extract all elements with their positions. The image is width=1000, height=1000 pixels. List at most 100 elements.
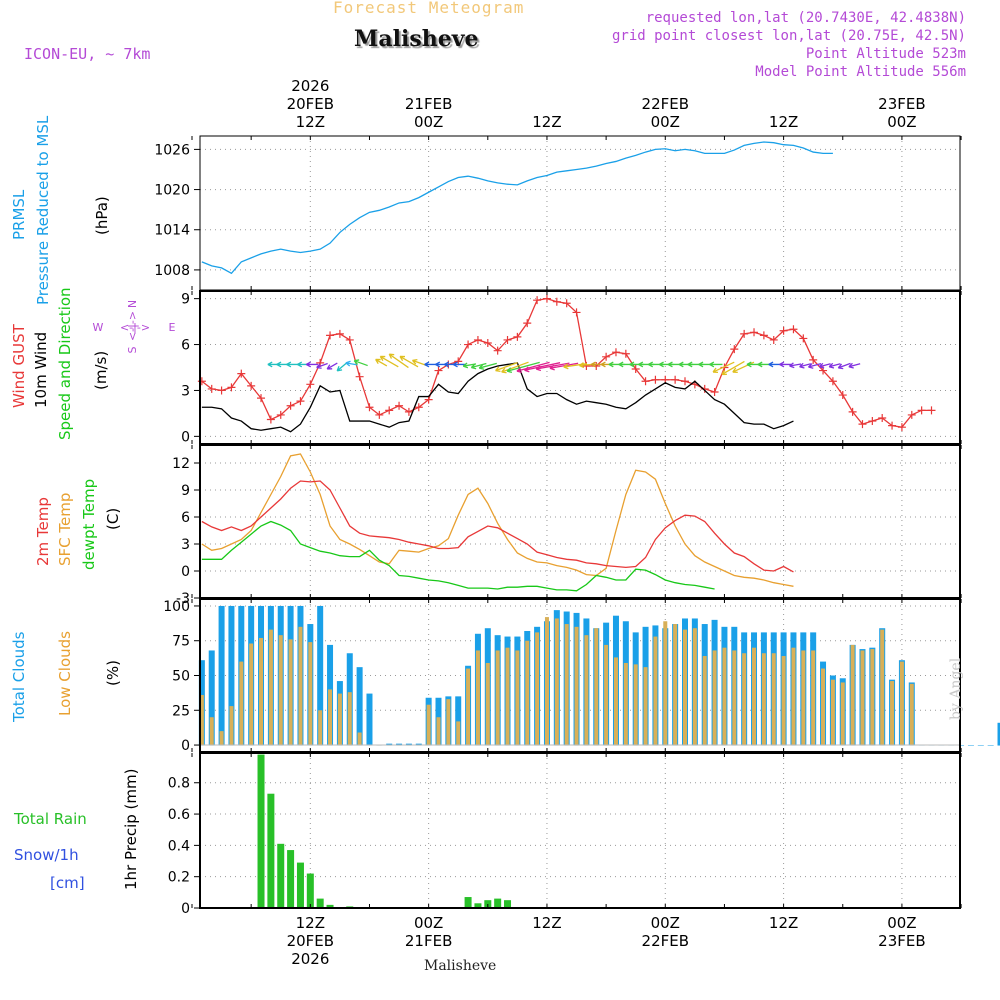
low-cloud-bar [357,732,362,746]
gust-point [464,340,473,349]
bottom-time-label: 00Z [414,914,443,932]
gust-point [296,397,305,406]
low-cloud-bar [525,640,530,746]
y-tick-label: 0 [181,564,190,580]
low-cloud-bar [239,661,244,746]
low-cloud-bar [663,621,668,746]
top-time-label: 00Z [414,113,443,131]
temp-dewpt-label: dewpt Temp [80,479,98,570]
low-cloud-bar [259,637,264,746]
gust-point [868,417,877,426]
rain-bar [504,900,512,908]
total-cloud-bar [997,722,1000,746]
wind-direction-arrow [721,360,745,376]
rain-bar [306,873,314,908]
y-tick-label: 50 [172,669,190,685]
gust-point [572,308,581,317]
top-time-label: 22FEB [642,95,689,113]
credit-watermark: by Angel [948,657,964,720]
compass-we-axis: <-|-> [120,321,150,334]
y-tick-label: 0.2 [168,870,190,886]
y-tick-label: 1026 [154,142,190,158]
gust-point [641,377,650,386]
low-cloud-bar [613,657,618,746]
y-tick-label: 100 [163,599,190,615]
panel-frame [199,290,961,445]
wind-10m-label: 10m Wind [32,332,50,408]
gust-point [395,401,404,410]
gust-point [247,381,256,390]
wind-direction-arrow [353,359,368,367]
bottom-time-label: 21FEB [405,932,452,950]
gust-point [651,375,660,384]
low-cloud-bar [899,661,904,746]
total-cloud-bar [987,745,994,746]
wind-direction-arrow [326,362,338,370]
gust-point [602,352,611,361]
low-cloud-bar [850,644,855,746]
panel-frame [199,752,961,909]
gust-point [611,348,620,357]
y-tick-label: 0.6 [168,807,190,823]
gust-point [375,410,384,419]
gust-point [809,355,818,364]
gust-line [201,297,932,428]
compass-east: E [169,321,176,334]
top-time-label: 12Z [532,113,561,131]
low-cloud-bar [288,639,293,746]
low-cloud-bar [308,642,313,746]
low-cloud-bar [268,629,273,746]
gust-point [562,299,571,308]
grid-point-coordinates: grid point closest lon,lat (20.75E, 42.5… [611,28,966,44]
rain-bar [287,850,295,908]
gust-point [473,335,482,344]
pressure-desc-label: Pressure Reduced to MSL [34,115,52,305]
gust-point [404,407,413,416]
low-cloud-bar [604,644,609,746]
bottom-time-label: 12Z [296,914,325,932]
bottom-time-label: 22FEB [642,932,689,950]
gust-point [276,410,285,419]
y-tick-label: 0.8 [168,776,190,792]
gust-point [523,319,532,328]
gust-point [897,423,906,432]
footer-location: Malisheve [424,958,497,974]
sfc-temp-line [201,453,794,587]
wind-direction-label: Speed and Direction [56,287,74,440]
low-cloud-bar [732,650,737,746]
low-cloud-bar [752,647,757,746]
gust-point [907,410,916,419]
bottom-time-label: 23FEB [878,932,925,950]
compass-ns-axis: <-|-> [126,311,139,341]
wind-direction-arrow [712,361,735,374]
low-cloud-bar [909,683,914,746]
low-cloud-bar [278,635,283,746]
low-cloud-bar [712,650,717,746]
low-cloud-bar [761,653,766,746]
total-rain-label: Total Rain [13,810,87,828]
top-time-label: 12Z [769,113,798,131]
gust-point [355,372,364,381]
gust-point [858,420,867,429]
wind-direction-arrow [516,361,550,373]
gust-point [335,329,344,338]
wind-direction-arrow [316,362,328,369]
low-cloud-bar [811,650,816,746]
compass-south: S [126,346,139,353]
compass-west: W [93,321,104,334]
low-cloud-bar [436,717,441,746]
rain-bar [257,754,265,908]
total-cloud-bar [356,667,363,746]
gust-point [345,335,354,344]
wind-direction-arrow [837,362,851,370]
wind-direction-arrow [779,361,792,368]
rain-bar [464,897,472,908]
y-tick-label: 3 [181,537,190,553]
total-cloud-bar [366,693,373,746]
low-cloud-bar [821,668,826,746]
gust-point [286,401,295,410]
low-cloud-bar [633,664,638,746]
bottom-time-label: 00Z [651,914,680,932]
y-tick-label: 6 [181,338,190,354]
gust-point [257,394,266,403]
